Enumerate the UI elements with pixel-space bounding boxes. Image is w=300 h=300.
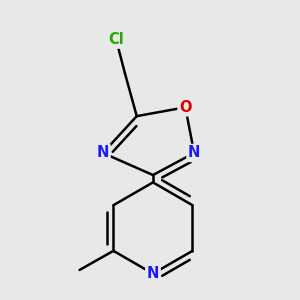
Text: N: N <box>97 146 109 160</box>
Text: O: O <box>179 100 192 115</box>
Text: N: N <box>147 266 159 281</box>
Text: Cl: Cl <box>108 32 124 47</box>
Text: N: N <box>188 146 200 160</box>
